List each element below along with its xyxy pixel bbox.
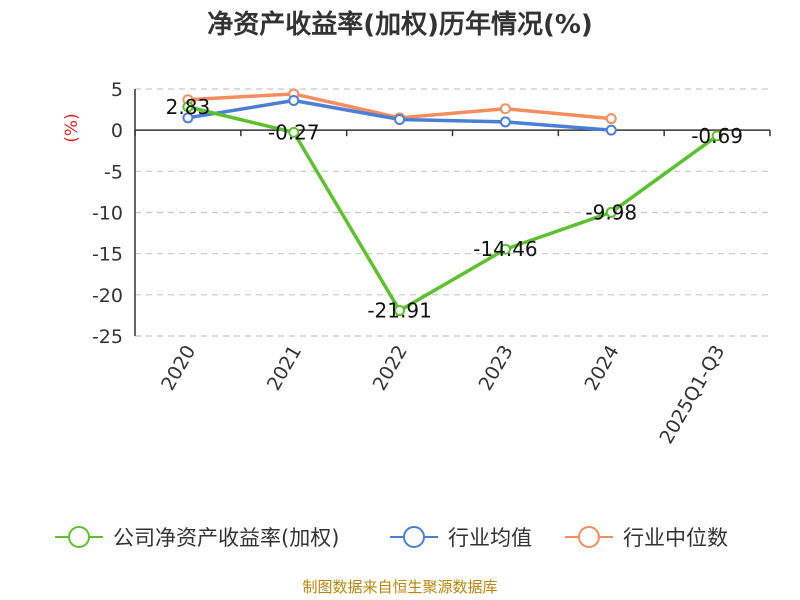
data-label: -21.91 <box>367 299 431 323</box>
legend-swatch-marker <box>403 526 425 548</box>
series-point <box>605 206 617 218</box>
legend-label: 行业均值 <box>448 526 532 550</box>
series-point <box>394 113 406 125</box>
x-tick-label: 2023 <box>475 342 518 395</box>
y-tick-label: -5 <box>104 161 123 183</box>
data-label: 2.83 <box>166 95 211 119</box>
series-line <box>187 105 719 313</box>
y-axis-unit: (%) <box>62 113 82 142</box>
series-point <box>182 101 194 113</box>
x-tick-label: 2021 <box>263 342 306 395</box>
series-point <box>288 95 300 107</box>
x-tick-label: 2024 <box>580 342 623 395</box>
legend-swatch-marker <box>578 526 600 548</box>
series-point <box>711 130 723 142</box>
series-point <box>499 103 511 115</box>
series-point <box>605 113 617 125</box>
chart-title: 净资产收益率(加权)历年情况(%) <box>207 9 593 40</box>
series-point <box>182 112 194 124</box>
data-label: -0.69 <box>691 124 743 148</box>
y-tick-label: 5 <box>111 79 123 101</box>
data-label: -0.27 <box>268 120 320 144</box>
series-point <box>499 116 511 128</box>
data-label: -14.46 <box>473 237 537 261</box>
data-labels: 2.83 -0.27 -21.91 -14.46 -9.98 -0.69 <box>166 95 743 323</box>
x-tick-label: 2022 <box>369 342 412 395</box>
series-point <box>288 126 300 138</box>
series-group <box>182 88 723 317</box>
x-tick-label: 2020 <box>157 342 200 395</box>
y-tick-label: -25 <box>92 326 123 348</box>
x-tick-label: 2025Q1-Q3 <box>655 342 729 448</box>
y-tick-labels: 5 0 -5 -10 -15 -20 -25 <box>92 79 123 348</box>
source-note: 制图数据来自恒生聚源数据库 <box>302 578 497 596</box>
legend-label: 行业中位数 <box>623 526 728 550</box>
grid-lines <box>135 88 770 337</box>
y-tick-label: -10 <box>92 203 123 225</box>
legend-swatch-marker <box>68 526 90 548</box>
legend-label: 公司净资产收益率(加权) <box>113 526 339 550</box>
x-tick-labels: 2020 2021 2022 2023 2024 2025Q1-Q3 <box>157 342 729 448</box>
series-point <box>394 305 406 317</box>
series-point <box>605 124 617 136</box>
data-label: -9.98 <box>585 200 637 224</box>
y-tick-label: 0 <box>111 120 123 142</box>
axes <box>134 89 771 336</box>
y-tick-label: -20 <box>92 285 123 307</box>
series-point <box>499 243 511 255</box>
legend: 公司净资产收益率(加权) 行业均值 行业中位数 <box>55 526 728 550</box>
y-tick-label: -15 <box>92 244 123 266</box>
